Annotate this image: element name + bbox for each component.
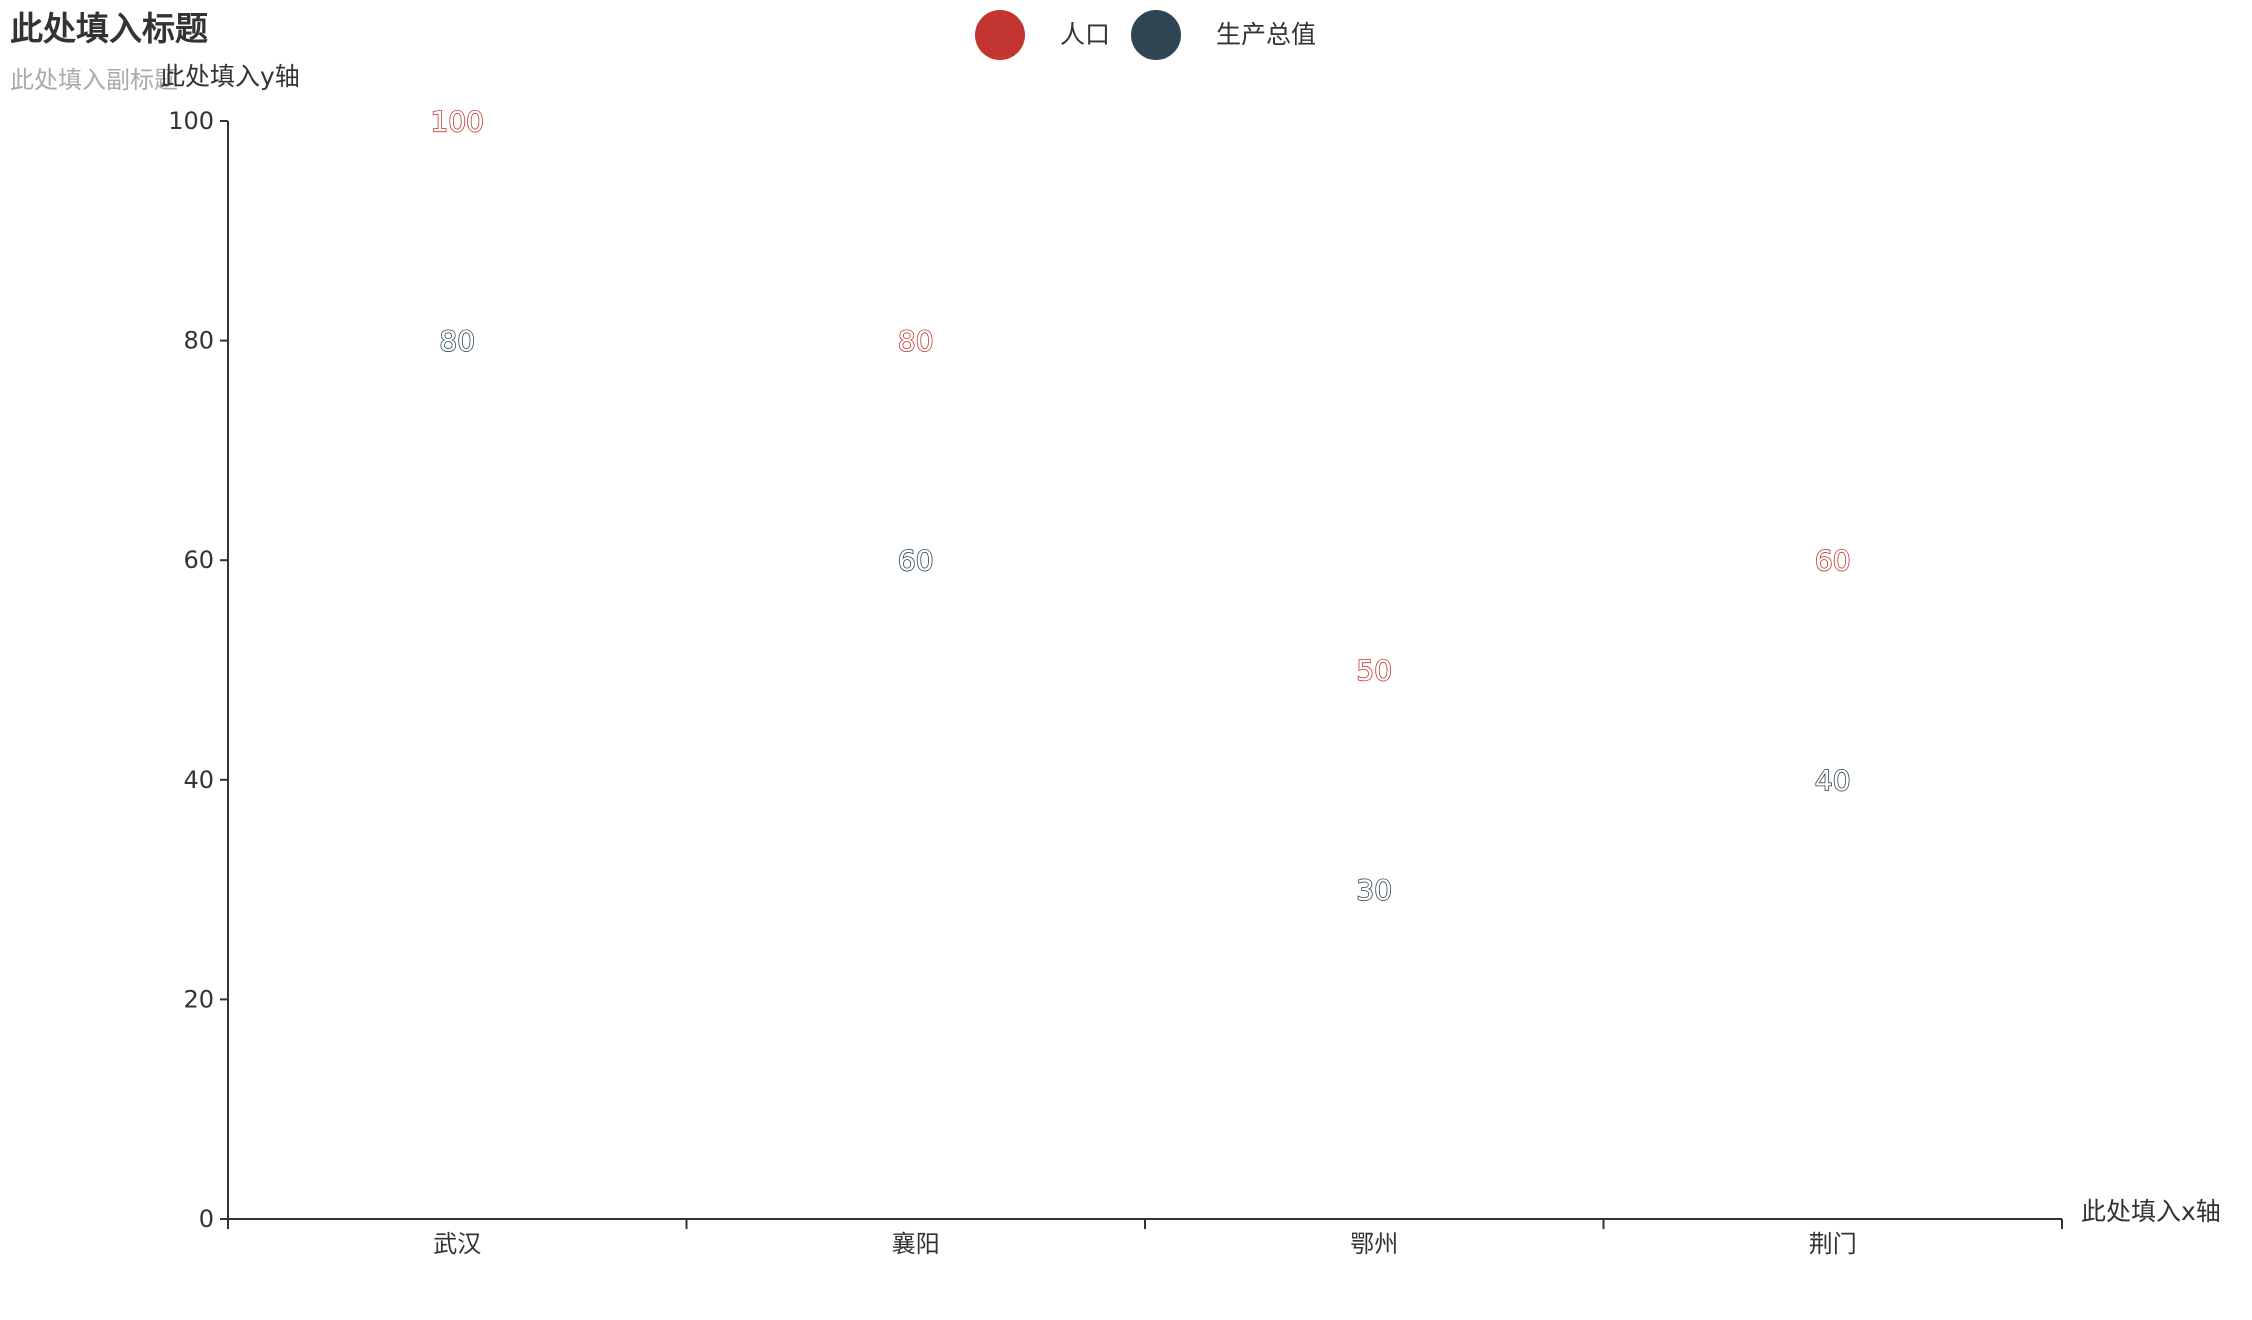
x-axis-label: 此处填入x轴 — [2081, 1197, 2221, 1226]
data-point-label-series-2: 80 — [439, 325, 475, 358]
chart-subtitle: 此处填入副标题 — [10, 66, 178, 94]
data-point-label-series-1: 60 — [1815, 544, 1851, 577]
legend-label-series-1: 人口 — [1060, 20, 1110, 49]
data-point-label-series-2: 40 — [1815, 764, 1851, 797]
y-tick-label: 0 — [199, 1205, 214, 1233]
y-axis-label: 此处填入y轴 — [160, 62, 300, 91]
chart-title: 此处填入标题 — [10, 9, 208, 48]
y-tick-label: 40 — [183, 766, 214, 794]
y-tick-label: 60 — [183, 546, 214, 574]
legend-marker-series-1 — [975, 10, 1025, 60]
data-point-label-series-2: 30 — [1356, 874, 1392, 907]
y-tick-label: 100 — [168, 107, 214, 135]
data-point-label-series-2: 60 — [898, 544, 934, 577]
data-point-label-series-1: 80 — [898, 325, 934, 358]
legend-marker-series-2 — [1131, 10, 1181, 60]
x-tick-label: 襄阳 — [892, 1230, 940, 1258]
data-point-label-series-1: 50 — [1356, 654, 1392, 687]
y-tick-label: 20 — [183, 985, 214, 1013]
y-tick-label: 80 — [183, 327, 214, 355]
legend-label-series-2: 生产总值 — [1216, 20, 1316, 49]
x-tick-label: 鄂州 — [1350, 1230, 1398, 1258]
x-tick-label: 荆门 — [1809, 1230, 1857, 1258]
data-point-label-series-1: 100 — [431, 105, 484, 138]
x-tick-label: 武汉 — [433, 1230, 481, 1258]
